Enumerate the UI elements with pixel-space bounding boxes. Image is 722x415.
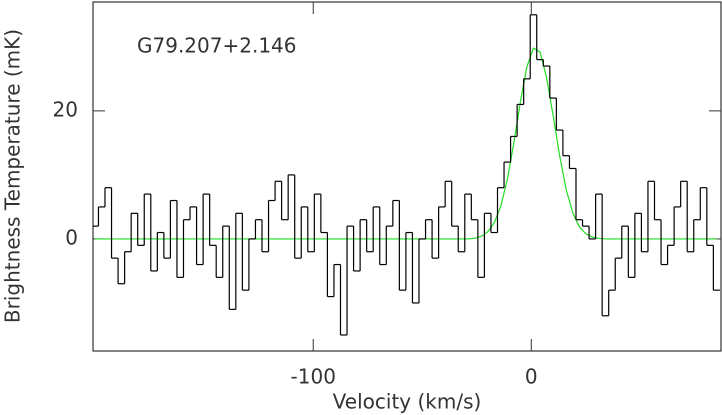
plot-frame bbox=[92, 1, 722, 352]
x-tick-label: -100 bbox=[291, 365, 336, 389]
y-tick-label: 20 bbox=[53, 97, 78, 121]
fit-curve bbox=[95, 47, 717, 240]
x-tick-label: 0 bbox=[525, 365, 538, 389]
y-tick-label: 0 bbox=[65, 225, 78, 249]
x-axis-label: Velocity (km/s) bbox=[333, 390, 482, 414]
annotation: G79.207+2.146 bbox=[137, 34, 297, 58]
y-axis-label: Brightness Temperature (mK) bbox=[1, 29, 25, 323]
